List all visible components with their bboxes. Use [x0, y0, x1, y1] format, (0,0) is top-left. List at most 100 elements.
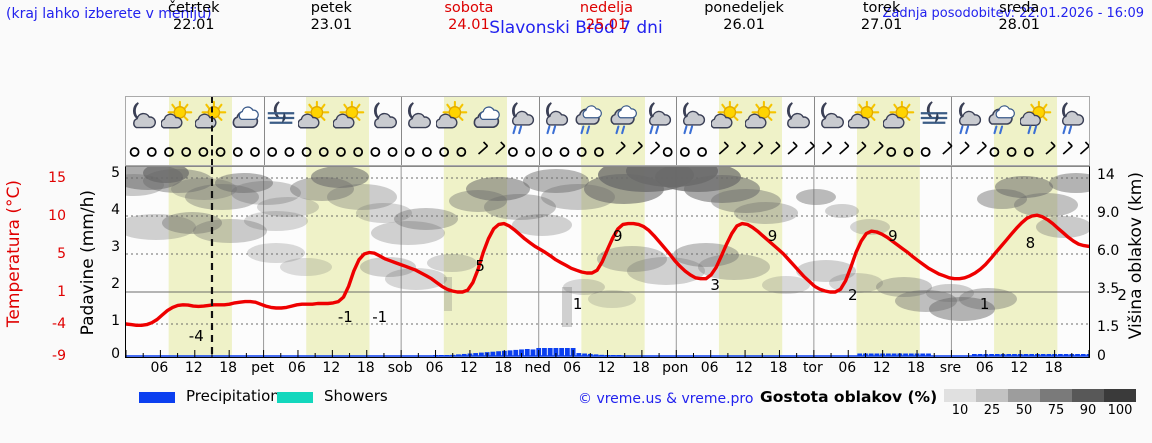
temperature-label-1-h79: 1: [572, 295, 583, 313]
day-name: ponedeljek: [704, 0, 784, 16]
hour-tick-12-13: 12: [597, 360, 616, 376]
cloud-rain-icon: [573, 99, 607, 139]
hour-tick-12-25: 12: [1010, 360, 1029, 376]
sun-cloud-icon: [297, 99, 332, 139]
precipitation-tick-5: 5: [111, 165, 120, 181]
cloud-density-title: Gostota oblakov (%): [760, 388, 938, 406]
precipitation-axis-title: Padavine (mm/h): [78, 190, 98, 336]
day-header-sobota: sobota 24.01: [400, 0, 538, 34]
temperature-label-2-h127: 2: [847, 285, 858, 304]
density-tick-25: 25: [983, 403, 1001, 418]
density-swatch-75: [1040, 389, 1072, 402]
temperature-label--1-h38: -1: [337, 307, 353, 326]
precipitation-tick-2: 2: [111, 276, 120, 292]
day-name: nedelja: [579, 0, 634, 16]
day-separator: [813, 140, 815, 165]
cloud-rain-icon: [608, 99, 642, 139]
current-time-marker: [210, 97, 213, 141]
day-date: 24.01: [448, 17, 490, 33]
hour-tick-ned-11: ned: [524, 360, 551, 376]
hour-tick-18-10: 18: [494, 360, 513, 376]
day-name: sobota: [444, 0, 494, 16]
showers-legend-swatch: [277, 392, 313, 403]
location-menu-note[interactable]: (kraj lahko izberete v meniju): [6, 6, 212, 22]
night-cloud-rain-icon: [642, 99, 676, 139]
cloudheight-tick-9.0: 9.0: [1097, 205, 1120, 221]
temperature-tick-1: 1: [57, 284, 66, 300]
day-separator: [263, 140, 265, 165]
day-name: torek: [862, 0, 901, 16]
night-cloud-rain-icon: [952, 99, 986, 139]
temperature-label-8-h158: 8: [1025, 234, 1036, 253]
hour-tick-sre-23: sre: [939, 360, 962, 376]
temperature-tick--4: -4: [52, 316, 66, 332]
hour-tick-12-1: 12: [184, 360, 203, 376]
day-separator: [676, 140, 678, 165]
temperature-tick-10: 10: [48, 208, 66, 224]
sun-cloud-icon: [744, 99, 779, 139]
cloud-density-colorbar: [944, 389, 1136, 402]
day-separator: [538, 140, 540, 165]
day-header-nedelja: nedelja 25.01: [538, 0, 676, 34]
day-date: 22.01: [173, 17, 215, 33]
page-title: Slavonski Brod 7 dni: [489, 18, 663, 38]
temperature-tick-15: 15: [48, 170, 66, 186]
hour-tick-18-18: 18: [769, 360, 788, 376]
temperature-label-1-h150: 1: [979, 295, 990, 313]
sun-cloud-icon: [332, 99, 367, 139]
hour-tick-06-24: 06: [975, 360, 994, 376]
day-separator: [813, 97, 815, 141]
day-header-row: četrtek 22.01 petek 23.01 sobota 24.01 nedelja…: [0, 0, 1152, 42]
night-cloud-icon: [126, 99, 160, 139]
hour-tick-18-6: 18: [356, 360, 375, 376]
density-tick-50: 50: [1015, 403, 1033, 418]
density-tick-10: 10: [951, 403, 969, 418]
night-cloud-icon: [367, 99, 401, 139]
day-separator: [676, 97, 678, 141]
cloud-icon: [229, 99, 263, 139]
night-cloud-icon: [401, 99, 435, 139]
cloudheight-tick-1.5: 1.5: [1097, 319, 1120, 335]
sun-cloud-rain-icon: [1019, 99, 1054, 139]
precipitation-tick-3: 3: [111, 239, 120, 255]
day-separator: [538, 97, 540, 141]
density-swatch-50: [1008, 389, 1040, 402]
cloud-icon: [470, 99, 504, 139]
temperature-label-5-h62: 5: [475, 257, 485, 275]
wind-barb-band: [125, 140, 1090, 166]
precipitation-tick-4: 4: [111, 202, 120, 218]
temperature-tick--9: -9: [52, 348, 66, 364]
precipitation-tick-0: 0: [111, 346, 120, 362]
hour-tick-18-26: 18: [1044, 360, 1063, 376]
day-name: petek: [310, 0, 352, 16]
day-header-četrtek: četrtek 22.01: [125, 0, 263, 34]
temperature-label-3-h103: 3: [710, 276, 720, 294]
sun-cloud-icon: [710, 99, 745, 139]
hour-tick-12-9: 12: [460, 360, 478, 376]
night-cloud-icon: [814, 99, 848, 139]
day-header-torek: torek 27.01: [813, 0, 951, 34]
hour-tick-06-0: 06: [150, 360, 169, 376]
wind-barbs: [129, 141, 1089, 157]
temperature-label-2-h174: 2: [1117, 285, 1127, 304]
density-swatch-25: [976, 389, 1008, 402]
sun-cloud-icon: [847, 99, 882, 139]
hour-tick-sob-7: sob: [387, 360, 413, 376]
day-date: 25.01: [585, 17, 628, 33]
hour-tick-18-22: 18: [907, 360, 925, 376]
density-swatch-90: [1072, 389, 1104, 402]
hour-tick-pon-15: pon: [662, 360, 689, 376]
cloudheight-tick-0: 0: [1097, 348, 1106, 364]
day-separator: [401, 140, 403, 165]
showers-legend-label: Showers: [324, 387, 388, 405]
day-separator: [263, 97, 265, 141]
copyright-link[interactable]: © vreme.us & vreme.pro: [578, 391, 754, 407]
day-name: sreda: [999, 0, 1040, 16]
weather-icon-band: [125, 96, 1090, 141]
hour-tick-06-20: 06: [838, 360, 857, 376]
cloudheight-tick-3.5: 3.5: [1097, 281, 1120, 297]
hour-tick-18-2: 18: [219, 360, 238, 376]
hour-tick-12-17: 12: [735, 360, 753, 376]
day-date: 26.01: [723, 17, 765, 33]
temperature-label--4-h12: -4: [188, 327, 204, 345]
